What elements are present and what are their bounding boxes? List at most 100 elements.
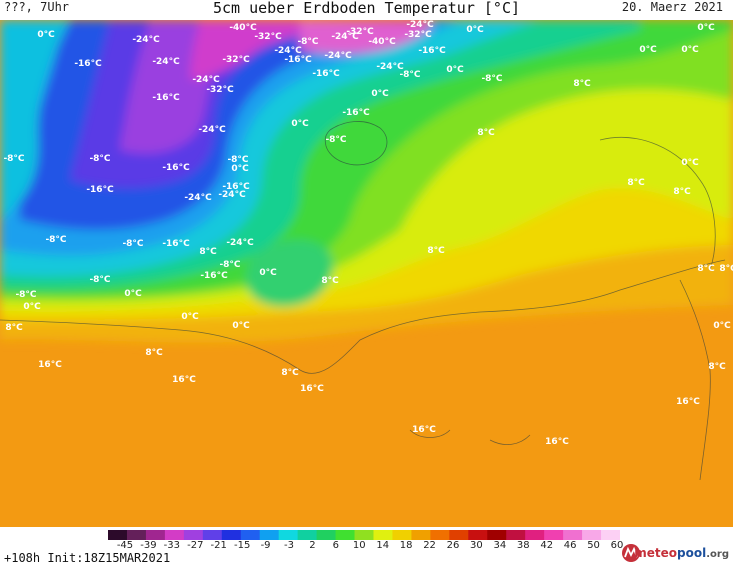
isotherm-label: -16°C: [284, 55, 312, 65]
colorbar-swatch: [297, 530, 318, 540]
isotherm-label: -8°C: [89, 275, 110, 285]
isotherm-label: -24°C: [376, 62, 404, 72]
legend-tick-label: 34: [493, 540, 507, 551]
isotherm-label: -16°C: [342, 108, 370, 118]
color-legend: -45 -39 -33 -27 -21 -15 -9 -3 2 6 10 14 18 22 26 30 34 38…: [0, 527, 733, 566]
colorbar-swatch: [278, 530, 299, 540]
isotherm-label: -24°C: [274, 46, 302, 56]
isotherm-label: 8°C: [321, 276, 339, 286]
colorbar-swatch: [468, 530, 488, 540]
brand-name: meteopool.org: [634, 546, 729, 560]
isotherm-label: -16°C: [74, 59, 102, 69]
legend-tick-label: 18: [399, 540, 413, 551]
isotherm-label: -32°C: [222, 55, 250, 65]
isotherm-label: 8°C: [5, 323, 23, 333]
isotherm-label: 0°C: [697, 23, 715, 33]
isotherm-label: -32°C: [206, 85, 234, 95]
isotherm-label: -16°C: [222, 182, 250, 192]
legend-tick-label: -33: [163, 540, 181, 551]
isotherm-label: 16°C: [676, 397, 700, 407]
isotherm-label: -24°C: [406, 20, 434, 30]
isotherm-label: 8°C: [427, 246, 445, 256]
isotherm-label: -16°C: [86, 185, 114, 195]
legend-tick-label: 42: [540, 540, 554, 551]
legend-tick-label: 50: [587, 540, 600, 551]
isotherm-label: -32°C: [254, 32, 282, 42]
legend-tick-label: 26: [446, 540, 460, 551]
isotherm-label: 0°C: [23, 302, 41, 312]
colorbar: [108, 530, 620, 540]
isotherm-label: 16°C: [38, 360, 62, 370]
run-info: +108h Init:18Z15MAR2021: [4, 551, 171, 565]
isotherm-label: -16°C: [312, 69, 340, 79]
brand-part-tld: .org: [706, 549, 729, 560]
colorbar-swatch: [506, 530, 526, 540]
isotherm-label: 8°C: [697, 264, 715, 274]
colorbar-swatch: [259, 530, 280, 540]
legend-tick-label: -3: [284, 540, 294, 551]
isotherm-label: -8°C: [122, 239, 143, 249]
map-title: 5cm ueber Erdboden Temperatur [°C]: [212, 0, 521, 17]
isotherm-label: -40°C: [368, 37, 396, 47]
brand-part-pool: pool: [677, 546, 707, 560]
legend-tick-label: 60: [610, 540, 624, 551]
legend-tick-label: -21: [210, 540, 227, 551]
isotherm-label: 0°C: [371, 89, 389, 99]
isotherm-label: -8°C: [481, 74, 502, 84]
isotherm-label: -24°C: [184, 193, 212, 203]
colorbar-swatch: [145, 530, 166, 540]
legend-tick-label: -39: [140, 540, 157, 551]
isotherm-label: 0°C: [466, 25, 484, 35]
colorbar-swatch: [335, 530, 356, 540]
isotherm-label: -24°C: [132, 35, 160, 45]
isotherm-label: -16°C: [418, 46, 446, 56]
brand-part-meteo: meteo: [634, 546, 678, 560]
isotherm-label: -8°C: [227, 155, 248, 165]
colorbar-swatch: [601, 530, 620, 540]
legend-tick-label: -27: [187, 540, 204, 551]
isotherm-label: 16°C: [412, 425, 436, 435]
isotherm-label: 16°C: [172, 375, 196, 385]
legend-tick-label: 6: [332, 540, 340, 551]
isotherm-label: -32°C: [404, 30, 432, 40]
isotherm-label: -16°C: [152, 93, 180, 103]
legend-tick-label: 14: [376, 540, 390, 551]
isotherm-label: -24°C: [218, 190, 246, 200]
colorbar-swatch: [221, 530, 242, 540]
isotherm-label: -24°C: [324, 51, 352, 61]
isotherm-label: 0°C: [232, 321, 250, 331]
colorbar-swatch: [544, 530, 564, 540]
isotherm-label: 0°C: [446, 65, 464, 75]
legend-tick-label: -9: [260, 540, 271, 551]
isotherm-label: 16°C: [300, 384, 324, 394]
isotherm-label: -8°C: [325, 135, 346, 145]
isotherm-label: -40°C: [229, 23, 257, 33]
isotherm-label: -8°C: [89, 154, 110, 164]
isotherm-label: 8°C: [708, 362, 726, 372]
legend-tick-label: 2: [309, 540, 316, 551]
legend-tick-label: 46: [563, 540, 577, 551]
isotherm-label: 0°C: [291, 119, 309, 129]
isotherm-label: 0°C: [681, 45, 699, 55]
colorbar-swatch: [316, 530, 337, 540]
colorbar-swatch: [126, 530, 147, 540]
colorbar-swatch: [525, 530, 545, 540]
colorbar-swatch: [373, 530, 393, 540]
isotherm-label: 0°C: [259, 268, 277, 278]
isotherm-label: -8°C: [3, 154, 24, 164]
colorbar-swatch: [164, 530, 185, 540]
region-time-label: ???, 7Uhr: [4, 0, 70, 14]
colorbar-swatch: [354, 530, 374, 540]
isotherm-label: 0°C: [713, 321, 731, 331]
isotherm-label: -24°C: [192, 75, 220, 85]
colorbar-swatch: [563, 530, 583, 540]
forecast-date: 20. Maerz 2021: [621, 0, 723, 14]
isotherm-label: -24°C: [198, 125, 226, 135]
isotherm-label: -16°C: [162, 163, 190, 173]
coastlines: [0, 121, 726, 481]
isotherm-label: 8°C: [719, 264, 733, 274]
legend-tick-label: 10: [352, 540, 366, 551]
legend-tick-label: -15: [233, 540, 251, 551]
isotherm-label: 8°C: [477, 128, 495, 138]
legend-tick-label: 30: [470, 540, 483, 551]
